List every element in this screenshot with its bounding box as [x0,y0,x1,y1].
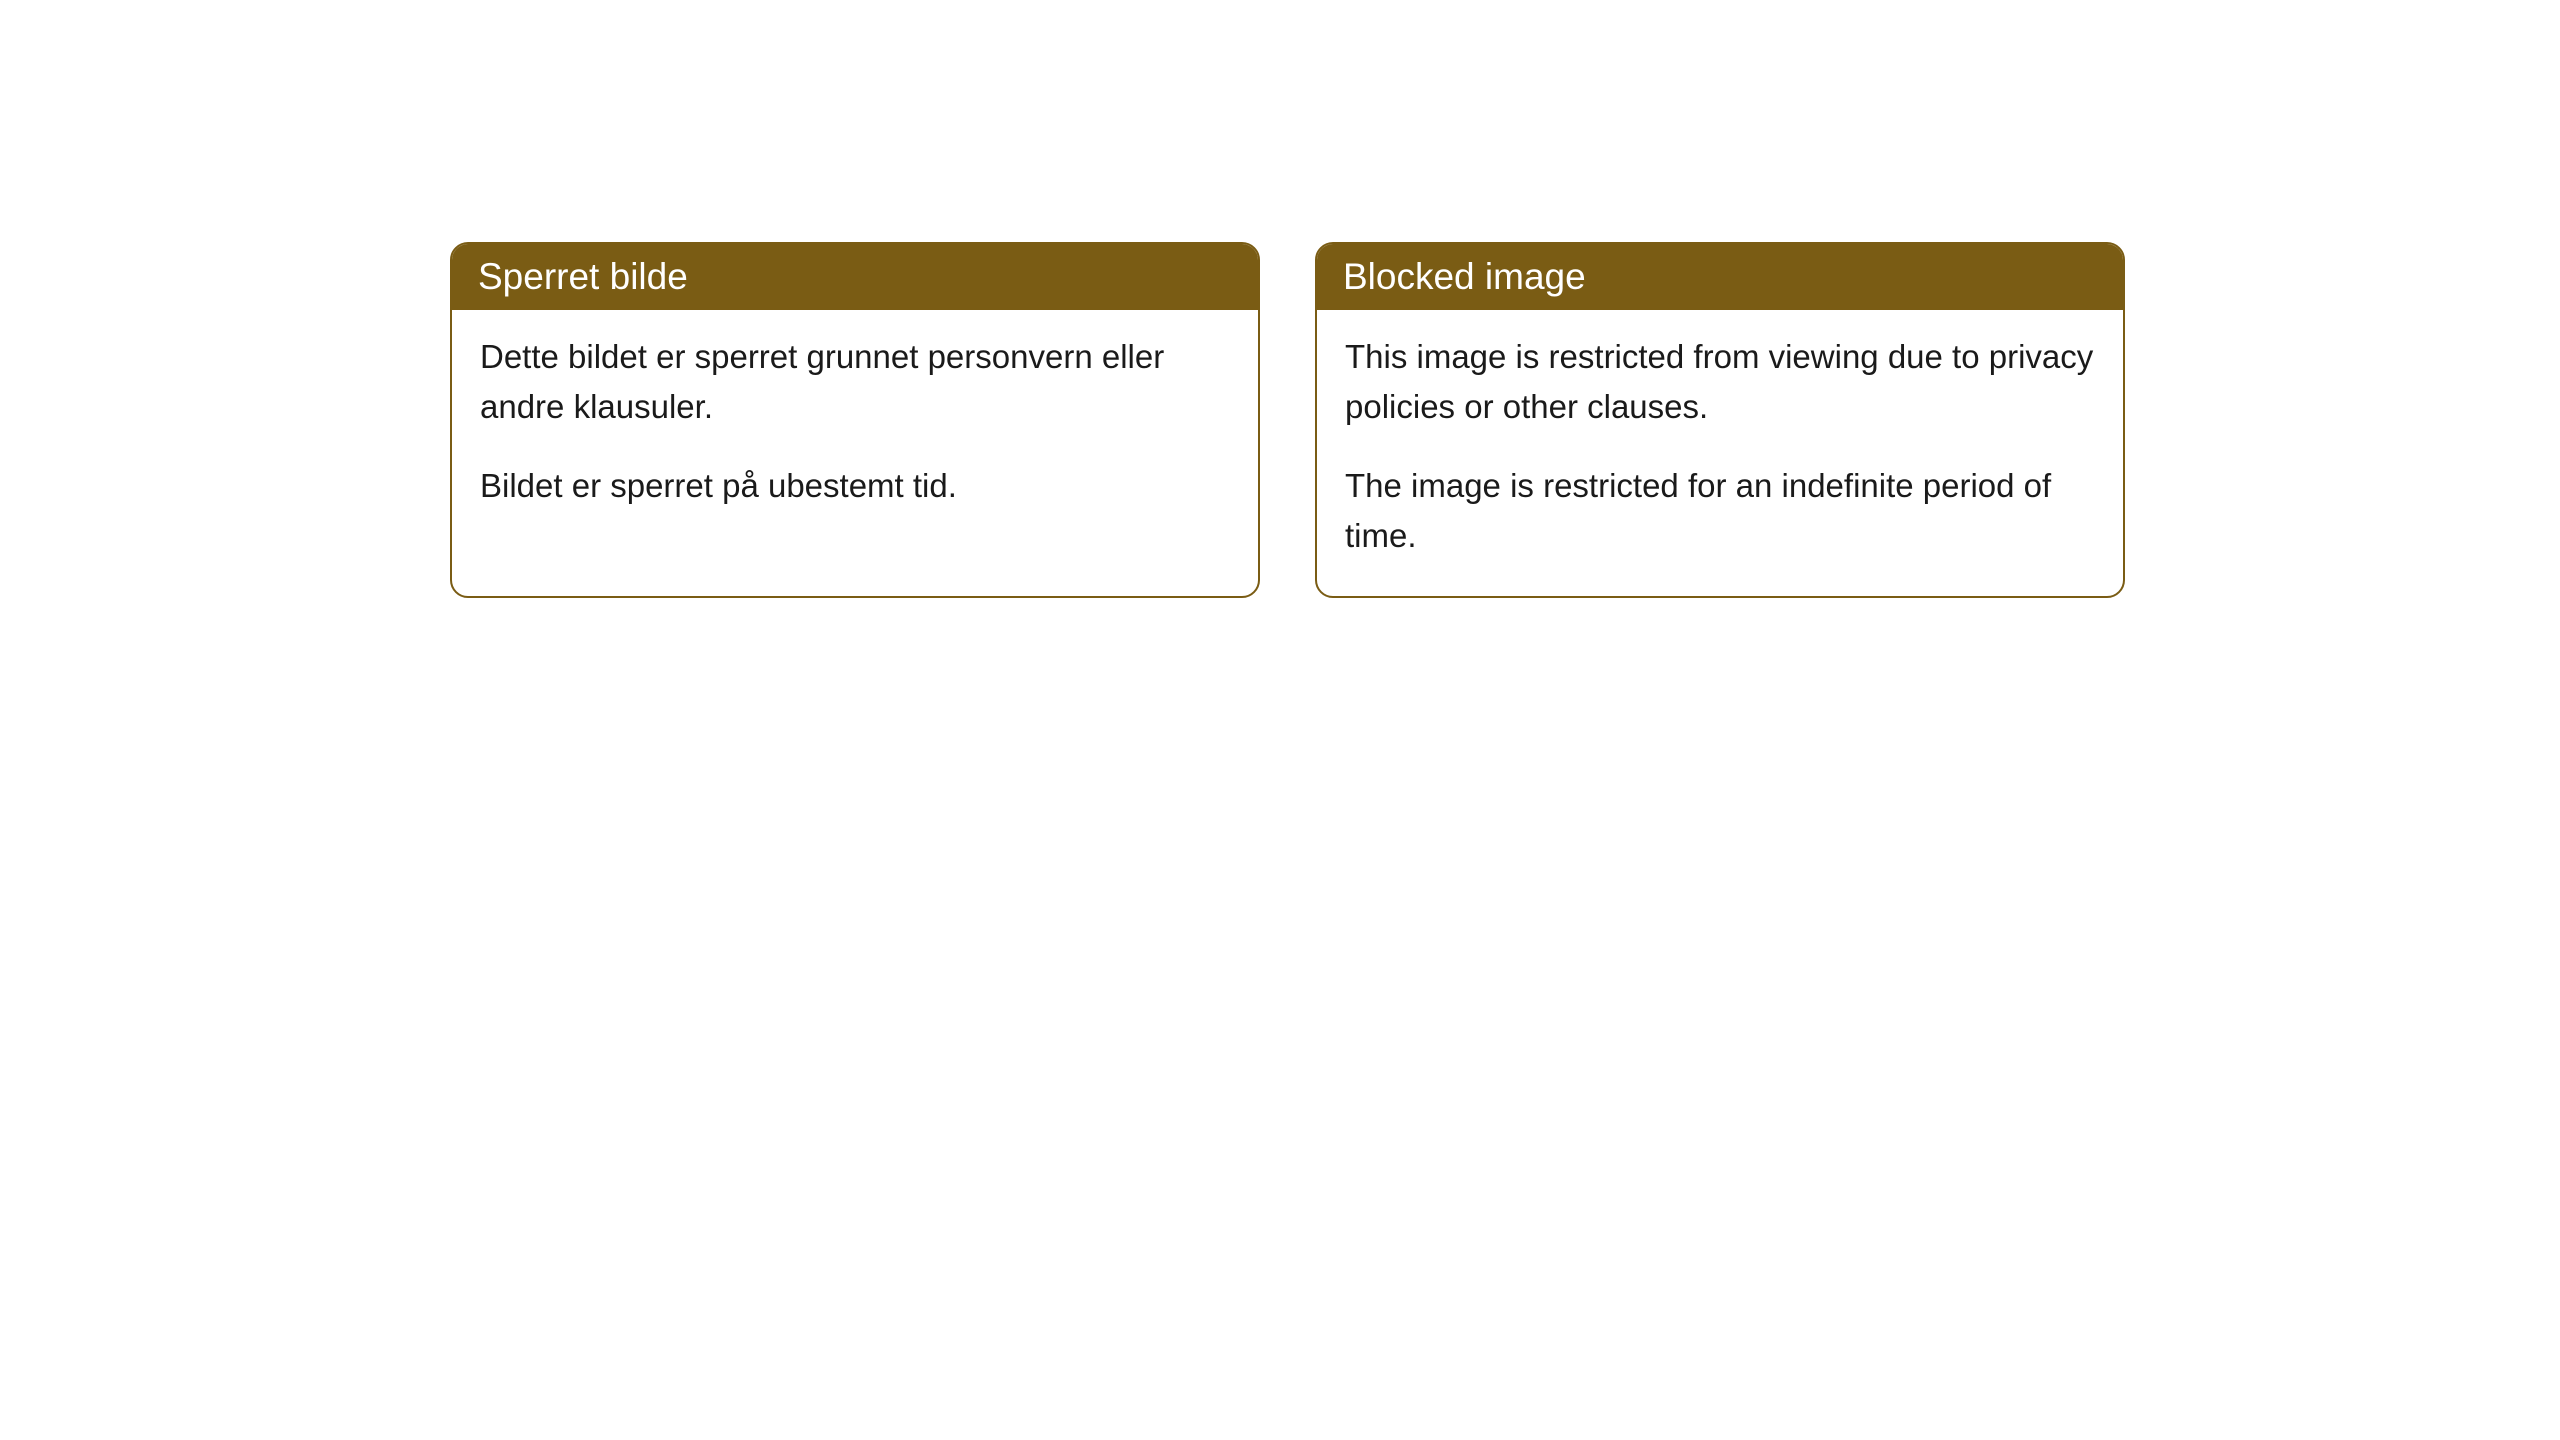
card-title: Blocked image [1343,256,1586,297]
cards-container: Sperret bilde Dette bildet er sperret gr… [450,242,2125,598]
card-paragraph: Dette bildet er sperret grunnet personve… [480,332,1230,431]
card-paragraph: The image is restricted for an indefinit… [1345,461,2095,560]
card-norwegian: Sperret bilde Dette bildet er sperret gr… [450,242,1260,598]
card-body-english: This image is restricted from viewing du… [1317,310,2123,596]
card-header-norwegian: Sperret bilde [452,244,1258,310]
card-header-english: Blocked image [1317,244,2123,310]
card-title: Sperret bilde [478,256,688,297]
card-english: Blocked image This image is restricted f… [1315,242,2125,598]
card-paragraph: Bildet er sperret på ubestemt tid. [480,461,1230,511]
card-body-norwegian: Dette bildet er sperret grunnet personve… [452,310,1258,547]
card-paragraph: This image is restricted from viewing du… [1345,332,2095,431]
